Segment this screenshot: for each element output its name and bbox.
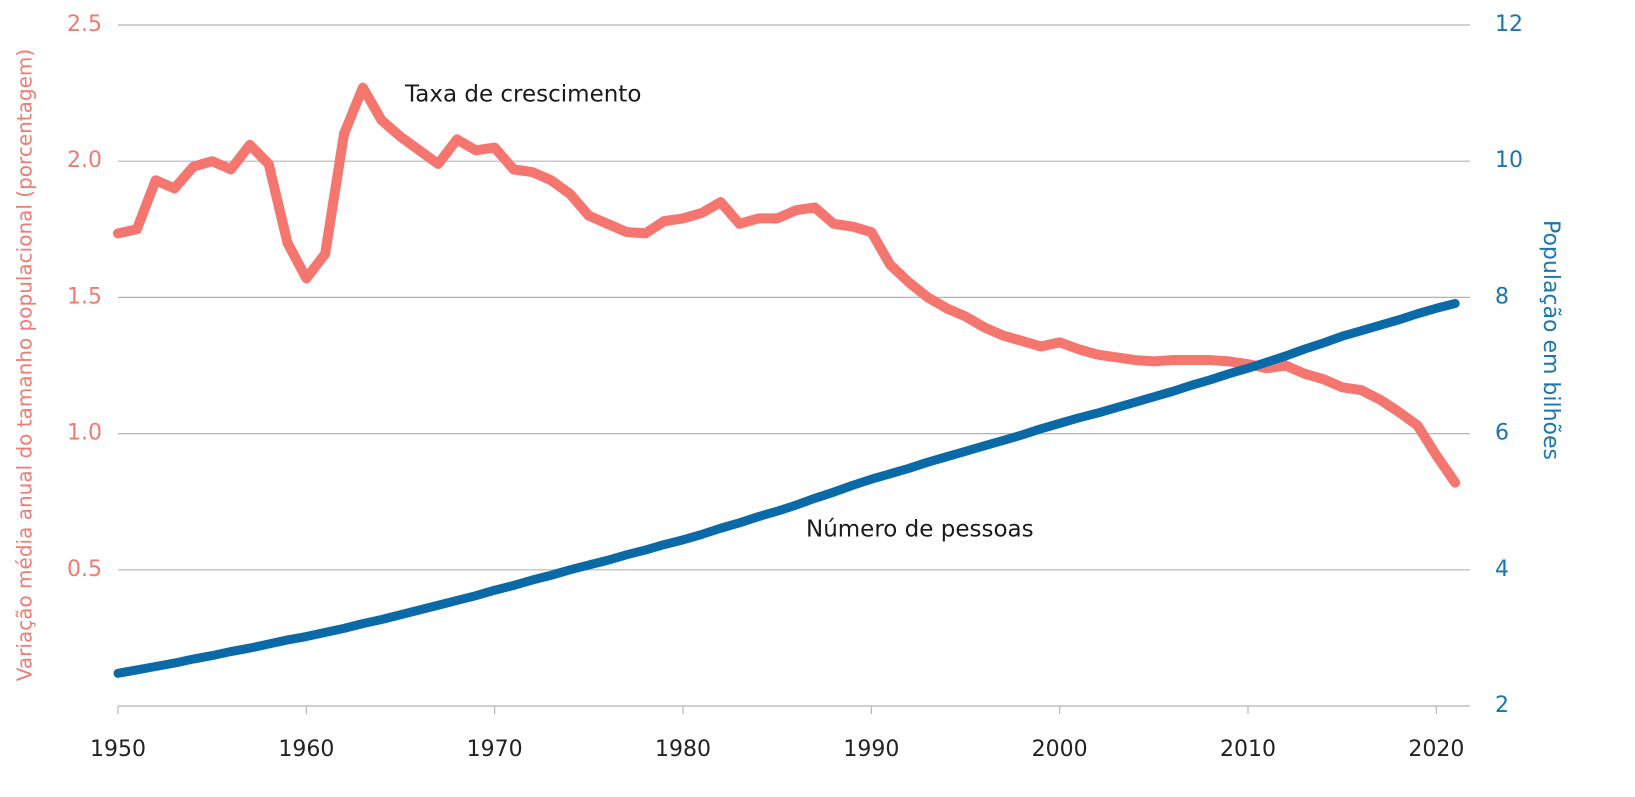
x-tick-label: 1970	[467, 737, 523, 762]
data-line	[113, 299, 1460, 678]
y-tick-label: 2.0	[67, 148, 102, 173]
y-tick-label: 1.5	[67, 284, 102, 309]
y2-tick-label: 8	[1495, 284, 1509, 309]
y2-tick-label: 6	[1495, 421, 1509, 446]
x-tick-label: 1980	[655, 737, 711, 762]
y2-tick-label: 4	[1495, 557, 1509, 582]
data-line	[113, 82, 1461, 488]
x-tick-label: 2010	[1220, 737, 1276, 762]
y-tick-label: 2.5	[67, 12, 102, 37]
y-axis-label: Variação média anual do tamanho populaci…	[13, 49, 37, 681]
annotation: Taxa de crescimento	[404, 82, 641, 108]
y-tick-label: 0.5	[67, 557, 102, 582]
y2-tick-label: 12	[1495, 12, 1523, 37]
y-tick-label: 1.0	[67, 421, 102, 446]
x-tick-label: 1990	[843, 737, 899, 762]
y2-axis-label: População em bilhões	[1538, 220, 1563, 460]
x-tick-label: 2020	[1408, 737, 1464, 762]
y2-tick-label: 2	[1495, 693, 1509, 718]
x-tick-label: 1950	[90, 737, 146, 762]
x-tick-label: 1960	[278, 737, 334, 762]
y2-tick-label: 10	[1495, 148, 1523, 173]
annotation: Número de pessoas	[806, 517, 1034, 543]
x-tick-label: 2000	[1032, 737, 1088, 762]
